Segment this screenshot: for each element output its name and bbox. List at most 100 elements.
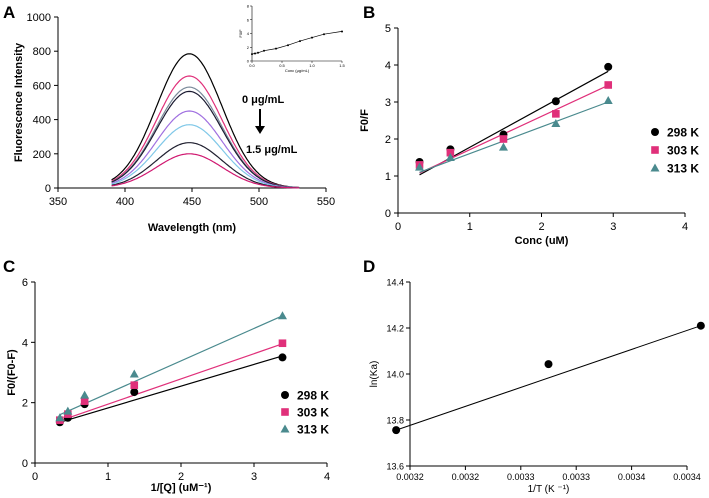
emission-curve-c6 xyxy=(111,124,300,189)
panel-c: 0 2 4 6 0 1 2 3 4 1/[Q] (uM⁻¹) F0/(F0-F) 298 K 303 K… xyxy=(6,277,330,494)
y-tick-label-b: 4 xyxy=(385,60,391,72)
x-tick-label-a: 400 xyxy=(116,196,134,208)
y-tick-label-b: 1 xyxy=(385,171,391,183)
x-tick-label-c: 3 xyxy=(251,471,257,483)
inset-y-tick-label: 6 xyxy=(247,17,250,22)
inset-point xyxy=(341,30,343,33)
inset-point xyxy=(251,53,253,56)
x-tick-label-c: 2 xyxy=(178,471,184,483)
inset-y-tick-label: 2 xyxy=(247,45,250,50)
data-point-313-K xyxy=(129,369,139,378)
x-tick-label-a: 550 xyxy=(317,196,335,208)
panel-label-d: D xyxy=(363,257,375,276)
y-tick-label-b: 0 xyxy=(385,208,391,220)
data-point-d xyxy=(544,360,553,369)
legend-marker-303-K xyxy=(651,146,659,154)
inset-point xyxy=(275,47,277,50)
x-axis-title-b: Conc (uM) xyxy=(515,235,569,247)
data-point-298-K xyxy=(278,353,287,362)
x-tick-label-b: 2 xyxy=(538,221,544,233)
legend-label-298-K: 298 K xyxy=(667,126,699,140)
data-point-303-K xyxy=(552,110,560,118)
data-point-d xyxy=(696,321,705,330)
y-axis-title-c: F0/(F0-F) xyxy=(6,349,18,396)
data-point-313-K xyxy=(415,162,425,171)
x-tick-label-a: 450 xyxy=(183,196,201,208)
data-point-303-K xyxy=(130,381,139,389)
x-tick-label-c: 0 xyxy=(32,471,38,483)
y-tick-label-d: 13.6 xyxy=(386,462,404,472)
data-point-303-K xyxy=(499,135,508,143)
data-point-313-K xyxy=(603,96,613,105)
panel-a: 0 200 400 600 800 1000 350 400 450 500 550 Waveleng… xyxy=(13,4,346,235)
y-tick-label-a: 600 xyxy=(33,80,51,92)
y-tick-label-d: 14.2 xyxy=(386,324,404,334)
annotation-end-conc: 1.5 μg/mL xyxy=(246,144,298,156)
legend-marker-303-K xyxy=(281,408,289,416)
y-tick-label-a: 800 xyxy=(33,46,51,58)
y-tick-label-c: 4 xyxy=(22,337,28,349)
x-tick-label-d: 0.0032 xyxy=(452,472,480,482)
legend-label-303-K: 303 K xyxy=(297,406,329,420)
x-tick-label-d: 0.0034 xyxy=(618,472,646,482)
panel-d: 13.6 13.8 14.0 14.2 14.4 0.0032 0.0032 0.0033 0.… xyxy=(369,278,705,495)
inset-x-tick-label: 1.5 xyxy=(339,63,345,68)
data-point-313-K xyxy=(498,142,508,151)
data-point-313-K xyxy=(551,118,561,127)
data-point-303-K xyxy=(446,148,455,157)
data-point-313-K xyxy=(55,413,65,422)
emission-curve-c8 xyxy=(111,153,300,189)
fit-line-d xyxy=(395,325,702,431)
y-tick-label-c: 6 xyxy=(22,277,28,289)
legend-marker-298-K xyxy=(281,391,289,399)
data-point-313-K xyxy=(445,153,455,161)
legend-marker-313-K xyxy=(280,424,290,433)
data-point-313-K xyxy=(63,406,73,415)
inset-y-tick-label: 0 xyxy=(247,59,250,64)
y-tick-label-c: 0 xyxy=(22,458,28,470)
panel-label-b: B xyxy=(363,3,375,22)
inset-point xyxy=(299,40,301,43)
inset-x-tick-label: 0.5 xyxy=(279,63,285,68)
panel-label-c: C xyxy=(3,257,15,276)
x-tick-label-d: 0.0033 xyxy=(562,472,590,482)
legend-label-313-K: 313 K xyxy=(297,423,329,437)
fit-line-313-K xyxy=(59,315,283,416)
y-tick-label-d: 13.8 xyxy=(386,416,404,426)
inset-y-title: F0/F xyxy=(238,29,243,38)
emission-curve-c4 xyxy=(111,90,300,189)
y-tick-label-b: 5 xyxy=(385,23,391,35)
legend-label-303-K: 303 K xyxy=(667,144,699,158)
data-point-303-K xyxy=(604,81,613,89)
x-tick-label-b: 3 xyxy=(610,221,616,233)
x-tick-label-d: 0.0033 xyxy=(507,472,535,482)
y-tick-label-a: 400 xyxy=(33,115,51,127)
fit-line-298-K xyxy=(59,355,283,423)
inset-y-tick-label: 8 xyxy=(247,4,250,9)
inset-line xyxy=(251,31,343,55)
legend-marker-298-K xyxy=(651,128,659,136)
inset-point xyxy=(323,33,325,36)
data-point-298-K xyxy=(604,62,613,71)
y-tick-label-b: 2 xyxy=(385,134,391,146)
x-tick-label-c: 1 xyxy=(105,471,111,483)
inset-x-tick-label: 1.0 xyxy=(309,63,315,68)
legend-label-313-K: 313 K xyxy=(667,162,699,176)
x-axis-title-a: Wavelength (nm) xyxy=(148,222,237,234)
inset-point xyxy=(257,51,259,54)
data-point-303-K xyxy=(278,339,287,348)
annotation-start-conc: 0 μg/mL xyxy=(242,94,284,106)
x-tick-label-d: 0.0032 xyxy=(396,472,424,482)
legend-marker-313-K xyxy=(650,163,660,172)
x-tick-label-a: 500 xyxy=(250,196,268,208)
data-point-303-K xyxy=(80,397,89,405)
panel-b: 0 1 2 3 4 5 0 1 2 3 4 Conc (uM) F0/F 298 K 303 K 313 K xyxy=(359,23,699,247)
emission-curve-c5 xyxy=(111,110,300,189)
fit-line-303-K xyxy=(59,343,283,422)
y-tick-label-b: 3 xyxy=(385,97,391,109)
x-tick-label-c: 4 xyxy=(324,471,330,483)
arrow-head xyxy=(255,126,265,134)
inset-point xyxy=(254,52,256,55)
y-tick-label-a: 1000 xyxy=(27,12,51,24)
